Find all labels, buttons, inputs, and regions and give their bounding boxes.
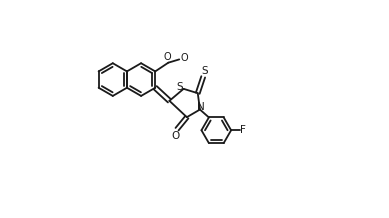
Text: S: S [201, 66, 208, 76]
Text: O: O [171, 131, 179, 141]
Text: O: O [163, 52, 171, 61]
Text: S: S [176, 82, 183, 92]
Text: N: N [196, 102, 204, 112]
Text: O: O [181, 53, 189, 63]
Text: F: F [240, 125, 245, 135]
